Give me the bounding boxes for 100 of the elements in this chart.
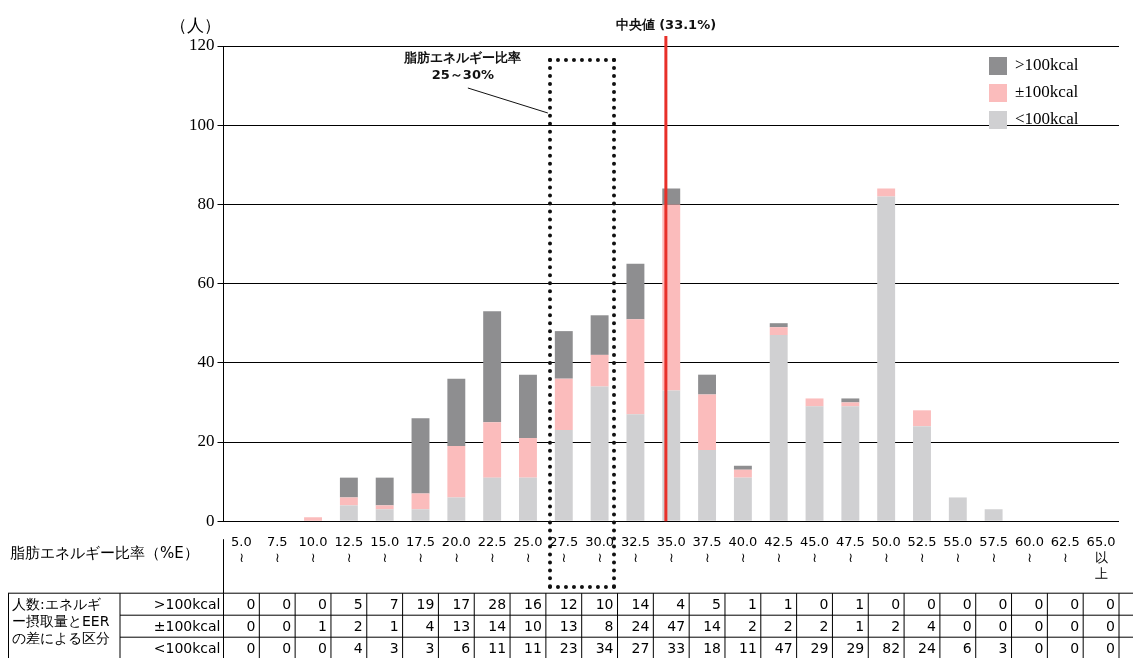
data-label: 4 — [926, 618, 936, 635]
data-label: 14 — [703, 618, 722, 635]
data-label: 2 — [783, 618, 793, 635]
data-label: 0 — [1070, 596, 1080, 613]
bar — [304, 517, 323, 521]
data-label: 8 — [604, 618, 614, 635]
data-label: 0 — [282, 596, 292, 613]
data-label: 6 — [461, 640, 471, 657]
text: >100kcal — [153, 596, 221, 613]
y-tick-label: 20 — [197, 431, 215, 451]
x-tick-label: 57.5 ≀ — [979, 534, 1009, 565]
data-label: 7 — [389, 596, 399, 613]
data-label: 16 — [524, 596, 542, 613]
data-label: 34 — [595, 640, 614, 657]
bar — [339, 477, 358, 498]
data-label: 0 — [318, 596, 327, 613]
bar — [698, 374, 717, 395]
y-tick-label: 120 — [189, 35, 215, 55]
data-label: 4 — [353, 640, 363, 657]
y-tick-label: 40 — [197, 352, 215, 372]
x-tick-label: 52.5 ≀ — [907, 534, 937, 565]
x-tick-label: 37.5 ≀ — [692, 534, 722, 565]
bar — [626, 414, 645, 521]
data-label: 0 — [1106, 618, 1115, 635]
bar — [913, 426, 931, 521]
bar — [805, 406, 824, 521]
x-tick-label: 35.0 ≀ — [656, 534, 686, 565]
bar — [447, 445, 466, 498]
data-label: 1 — [855, 596, 865, 613]
data-label: 0 — [246, 596, 256, 613]
data-label: 24 — [918, 640, 936, 657]
data-label: 27 — [631, 640, 650, 657]
bar — [841, 406, 860, 521]
data-label: 24 — [631, 618, 650, 635]
x-tick-label: 15.0 ≀ — [370, 534, 400, 565]
x-tick-label: 10.0 ≀ — [298, 534, 328, 565]
data-label: 4 — [425, 618, 435, 635]
bar — [733, 465, 752, 470]
bar — [948, 497, 967, 521]
x-tick-label: 32.5 ≀ — [620, 534, 650, 565]
legend-label: >100kcal — [1015, 55, 1079, 75]
bar — [411, 509, 430, 521]
data-label: 11 — [738, 640, 757, 657]
data-label: 2 — [353, 618, 363, 635]
bar — [769, 327, 788, 336]
bar — [805, 398, 824, 407]
bar — [590, 354, 609, 387]
data-label: 14 — [631, 596, 650, 613]
bar — [698, 394, 717, 450]
bar — [411, 418, 430, 494]
x-tick-label: 17.5 ≀ — [406, 534, 435, 565]
data-label: 5 — [712, 596, 721, 613]
text: ±100kcal — [153, 618, 221, 635]
data-label: 0 — [1106, 640, 1115, 657]
bar — [877, 196, 896, 521]
data-label: 23 — [559, 640, 578, 657]
bar — [913, 410, 931, 427]
data-label: 3 — [389, 640, 399, 657]
x-tick-label: 5.0 ≀ — [231, 534, 252, 565]
data-label: 0 — [1034, 618, 1044, 635]
data-label: 0 — [819, 596, 829, 613]
bar — [447, 497, 466, 521]
data-label: 1 — [318, 618, 327, 635]
bar — [769, 335, 788, 521]
x-tick-label: 22.5 ≀ — [477, 534, 507, 565]
data-label: 0 — [998, 618, 1008, 635]
data-label: 5 — [353, 596, 363, 613]
x-tick-label: 12.5 ≀ — [334, 534, 364, 565]
y-tick-label: 0 — [206, 510, 215, 530]
bar — [554, 331, 573, 379]
data-label: 6 — [962, 640, 972, 657]
data-label: 0 — [282, 618, 292, 635]
bar — [339, 497, 358, 506]
data-label: 13 — [559, 618, 578, 635]
data-label: 0 — [1106, 596, 1115, 613]
data-label: 12 — [559, 596, 578, 613]
bar — [339, 505, 358, 521]
x-tick-label: 7.5 ≀ — [266, 534, 288, 565]
data-label: 29 — [810, 640, 829, 657]
data-label: 0 — [1070, 618, 1080, 635]
data-label: 33 — [667, 640, 686, 657]
bar — [626, 319, 645, 415]
data-label: 28 — [488, 596, 507, 613]
data-label: 10 — [524, 618, 542, 635]
y-tick-label: 100 — [189, 114, 215, 134]
data-label: 0 — [318, 640, 327, 657]
data-label: 0 — [1070, 640, 1080, 657]
data-label: 19 — [416, 596, 435, 613]
data-label: 82 — [882, 640, 901, 657]
data-label: 14 — [488, 618, 507, 635]
bar — [519, 438, 537, 478]
text: 人数:エネルギー摂取量とEERの差による区分 — [12, 596, 110, 647]
data-label: 1 — [747, 596, 757, 613]
data-label: 2 — [747, 618, 757, 635]
data-label: 3 — [425, 640, 435, 657]
data-label: 11 — [488, 640, 507, 657]
x-axis-title: 脂肪エネルギー比率（%E） — [10, 544, 199, 563]
data-label: 13 — [452, 618, 471, 635]
data-label: 0 — [891, 596, 901, 613]
data-label: 18 — [703, 640, 721, 657]
